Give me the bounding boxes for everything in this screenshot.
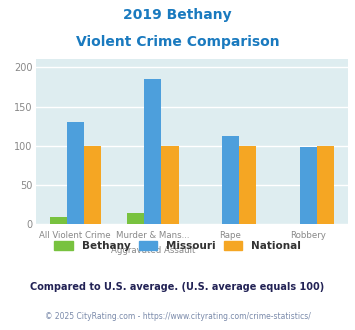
Bar [84, 146, 101, 224]
Text: Compared to U.S. average. (U.S. average equals 100): Compared to U.S. average. (U.S. average … [31, 282, 324, 292]
Bar [239, 146, 256, 224]
Bar [127, 214, 144, 224]
Bar [67, 122, 84, 224]
Text: © 2025 CityRating.com - https://www.cityrating.com/crime-statistics/: © 2025 CityRating.com - https://www.city… [45, 312, 310, 321]
Text: Robbery: Robbery [290, 231, 326, 240]
Legend: Bethany, Missouri, National: Bethany, Missouri, National [54, 241, 301, 251]
Bar [162, 146, 179, 224]
Text: 2019 Bethany: 2019 Bethany [123, 8, 232, 22]
Bar [50, 216, 67, 224]
Text: All Violent Crime: All Violent Crime [39, 231, 111, 240]
Bar [300, 147, 317, 224]
Bar [317, 146, 334, 224]
Text: Murder & Mans...: Murder & Mans... [116, 231, 190, 240]
Text: Aggravated Assault: Aggravated Assault [111, 246, 195, 255]
Text: Violent Crime Comparison: Violent Crime Comparison [76, 35, 279, 49]
Text: Rape: Rape [219, 231, 241, 240]
Bar [144, 79, 162, 224]
Bar [222, 136, 239, 224]
